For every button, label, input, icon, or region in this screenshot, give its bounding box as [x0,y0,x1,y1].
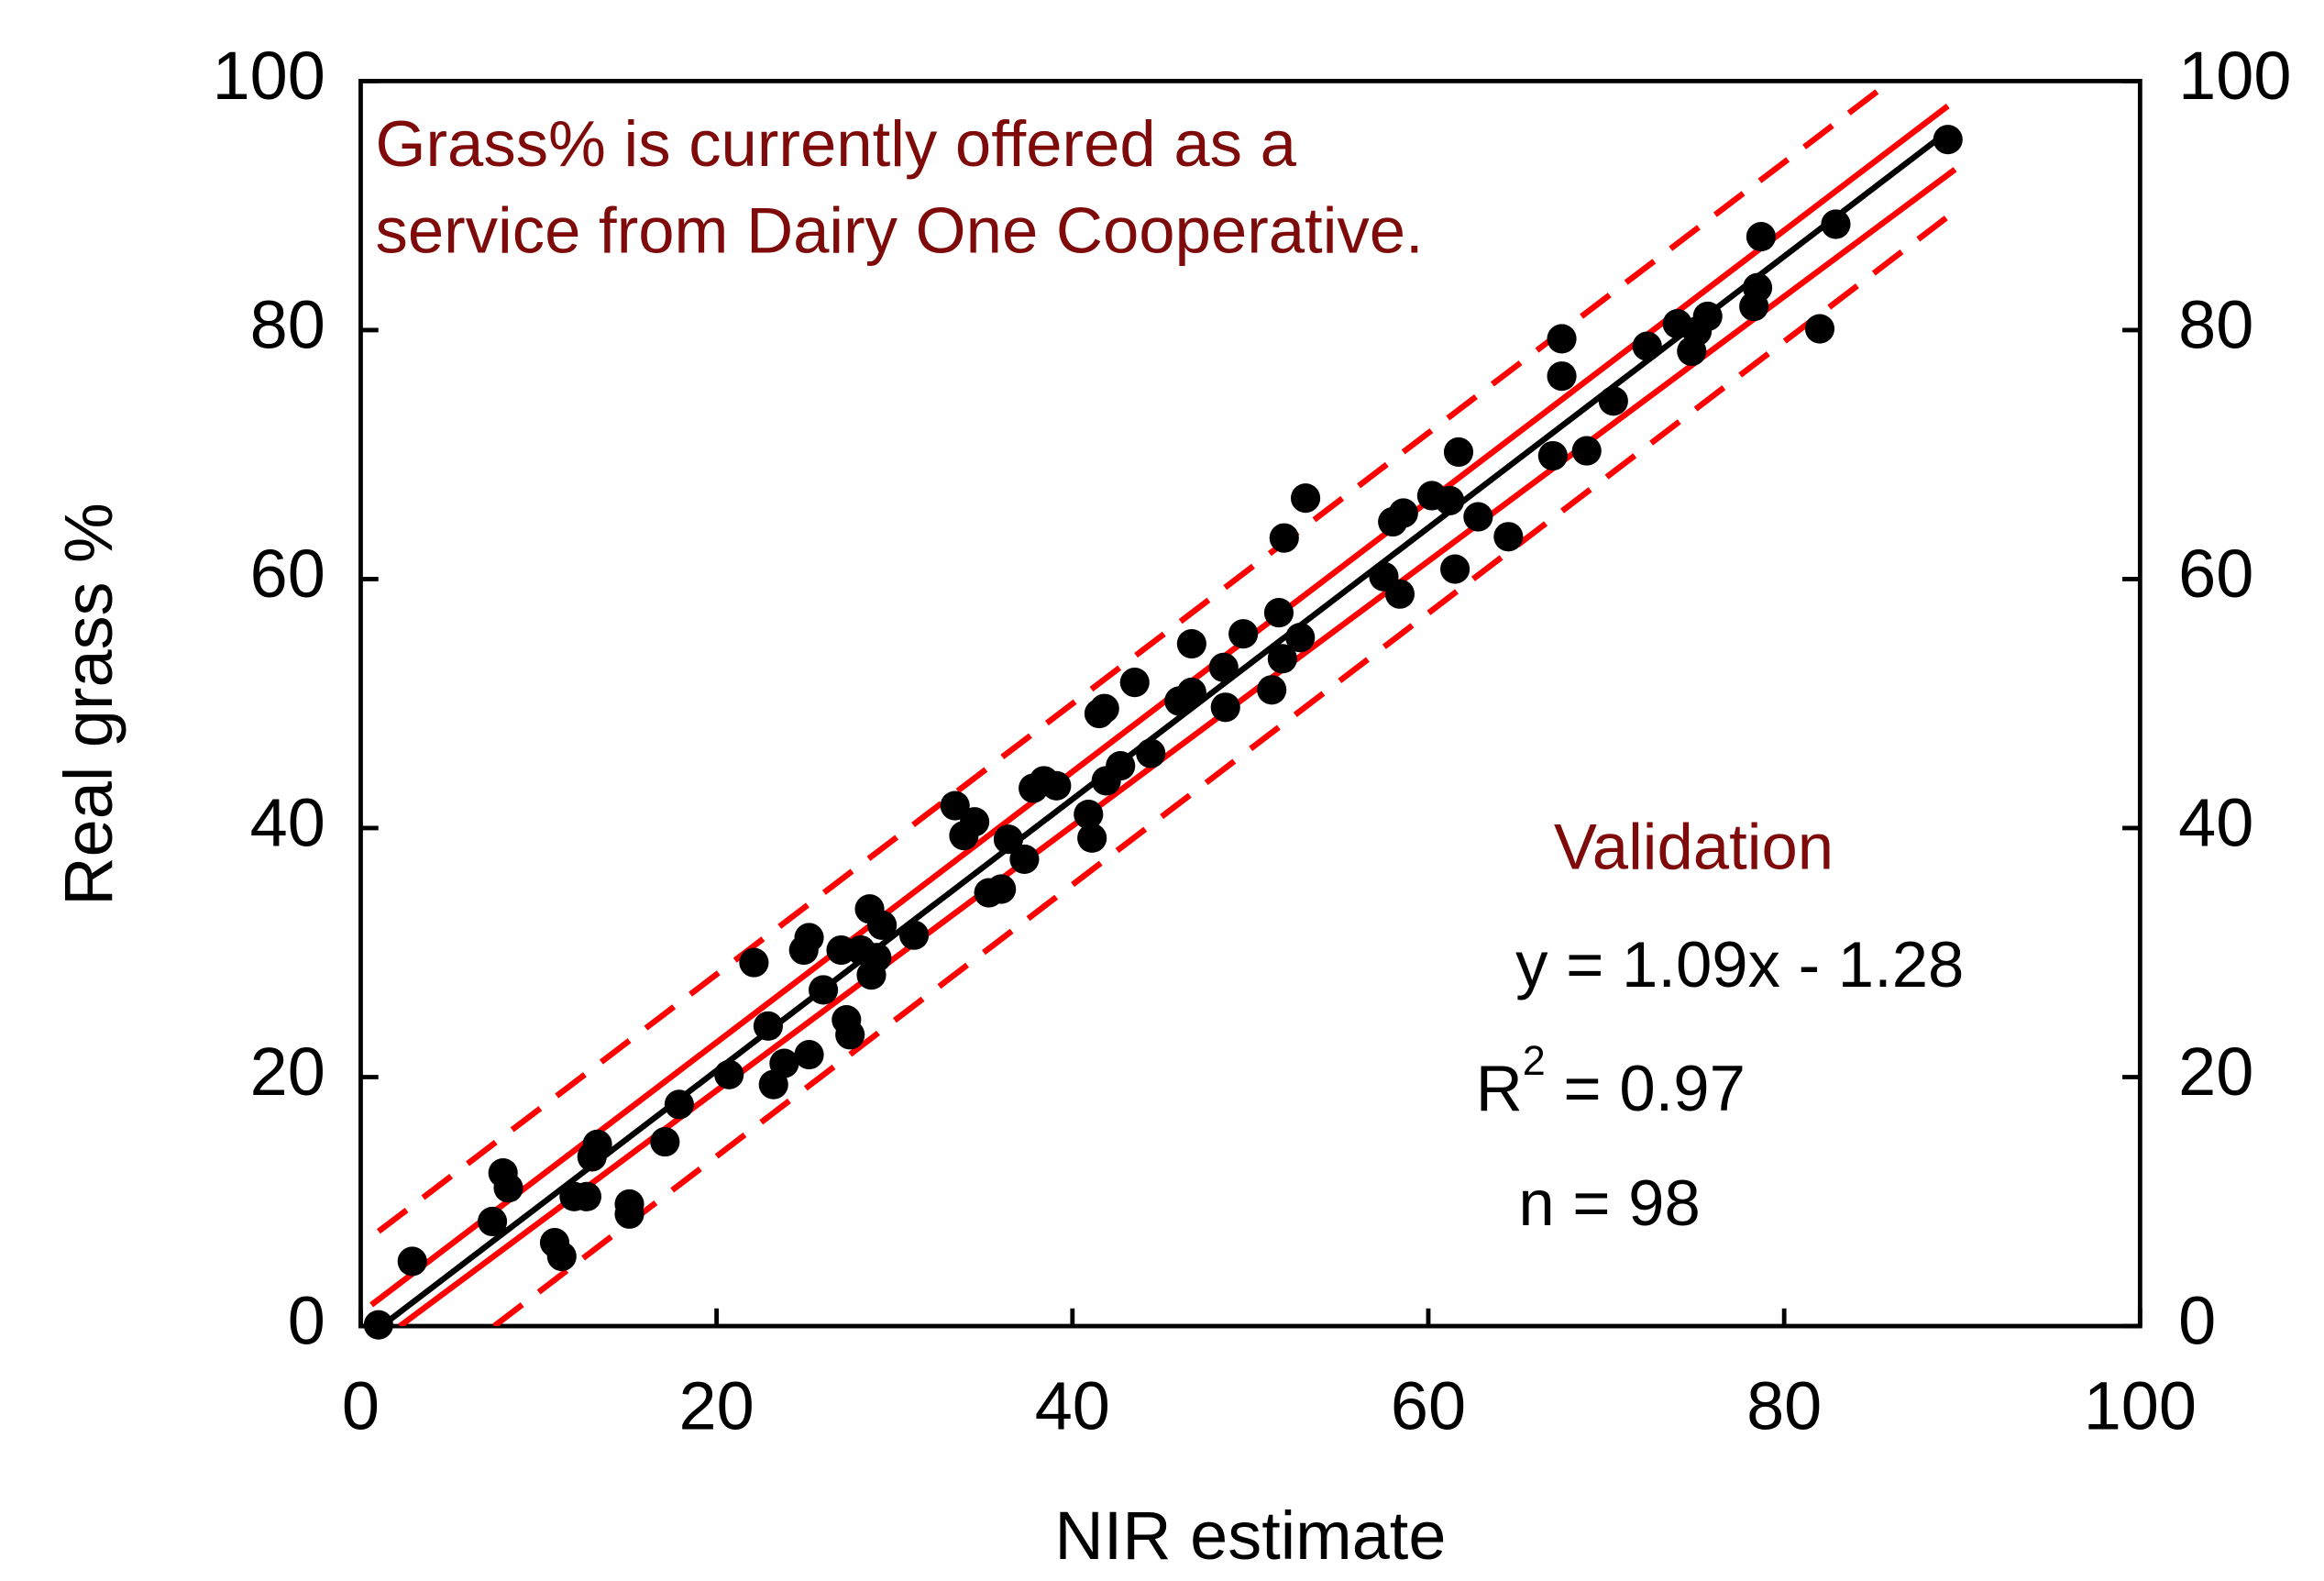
point [1210,692,1240,723]
y2-tick-label: 60 [2178,536,2253,612]
point [794,1039,824,1070]
point [986,874,1017,904]
point [1257,675,1287,705]
r-squared: R2 = 0.97 [1476,1037,1746,1124]
y2-tick-label: 100 [2178,38,2291,114]
y2-tick-label: 40 [2178,784,2253,860]
point [899,920,930,950]
legend-title: Validation [1554,810,1834,882]
fit-line [398,167,1957,1327]
y2-tick-label: 80 [2178,286,2253,362]
point [1176,628,1206,659]
x-tick-label: 80 [1746,1368,1822,1444]
x-tick-label: 40 [1035,1368,1110,1444]
y2-tick-label: 0 [2178,1283,2216,1359]
point [1493,522,1524,552]
y-tick-label: 100 [213,38,325,114]
point [664,1089,694,1120]
point [1537,440,1568,471]
point [1119,668,1150,698]
y-tick-label: 80 [250,286,325,362]
point [397,1246,427,1277]
point [1089,693,1119,724]
point [1598,386,1628,416]
point [1009,844,1040,874]
point [739,947,769,978]
sup: 2 [1523,1037,1546,1084]
fit-line [369,103,1950,1308]
point [1263,598,1294,628]
point [1228,619,1259,649]
note: Grass% is currently offered as a [376,107,1297,180]
point [1571,436,1602,466]
point [959,807,990,837]
x-tick-label: 100 [2084,1368,2197,1444]
point [1136,738,1166,768]
point [769,1048,799,1078]
point [1269,523,1299,553]
point [1821,209,1851,239]
r: R [1476,1052,1523,1124]
point [809,975,839,1005]
point [1692,301,1723,332]
point [794,923,824,953]
point [940,790,970,821]
point [1106,751,1136,781]
point [1547,361,1577,392]
point [1077,823,1107,853]
plot-frame [358,78,2142,1329]
point [714,1059,744,1089]
point [993,824,1024,855]
y-axis-label: Real grass % [50,503,127,905]
point [493,1173,523,1203]
r2-value: = 0.97 [1546,1052,1746,1124]
point [1074,799,1104,830]
point [1804,314,1835,344]
prediction-band [376,81,1893,1234]
note: service from Dairy One Cooperative. [376,194,1424,267]
point [650,1127,680,1157]
point [1176,677,1206,708]
n-label: n = 98 [1518,1166,1701,1239]
point [1443,437,1474,468]
x-tick-label: 0 [342,1368,380,1444]
point [546,1241,577,1272]
point [1746,222,1777,252]
y-tick-label: 20 [250,1034,325,1110]
prediction-band [492,216,1948,1327]
point [1547,324,1577,354]
point [1435,485,1465,515]
point [363,1310,393,1340]
point [478,1206,508,1237]
point [1267,644,1297,674]
point [1208,652,1239,682]
point [1742,272,1773,303]
point [1440,554,1470,584]
point [582,1129,612,1159]
point [1285,623,1316,653]
x-tick-label: 60 [1391,1368,1466,1444]
y-tick-label: 40 [250,784,325,860]
point [1041,770,1072,801]
point [835,1020,865,1050]
point [1933,125,1963,155]
point [1384,579,1415,609]
y2-tick-label: 20 [2178,1034,2253,1110]
point [571,1181,602,1211]
point [862,943,892,973]
y-tick-label: 60 [250,536,325,612]
x-tick-label: 20 [679,1368,754,1444]
point [867,910,898,940]
x-axis-label: NIR estimate [1054,1498,1446,1574]
equation: y = 1.09x - 1.28 [1515,928,1964,1001]
point [614,1199,644,1229]
point [1388,498,1418,528]
y-tick-label: 0 [288,1283,325,1359]
point [753,1011,783,1041]
point [1632,331,1662,361]
point [1291,483,1321,514]
point [1463,502,1493,532]
